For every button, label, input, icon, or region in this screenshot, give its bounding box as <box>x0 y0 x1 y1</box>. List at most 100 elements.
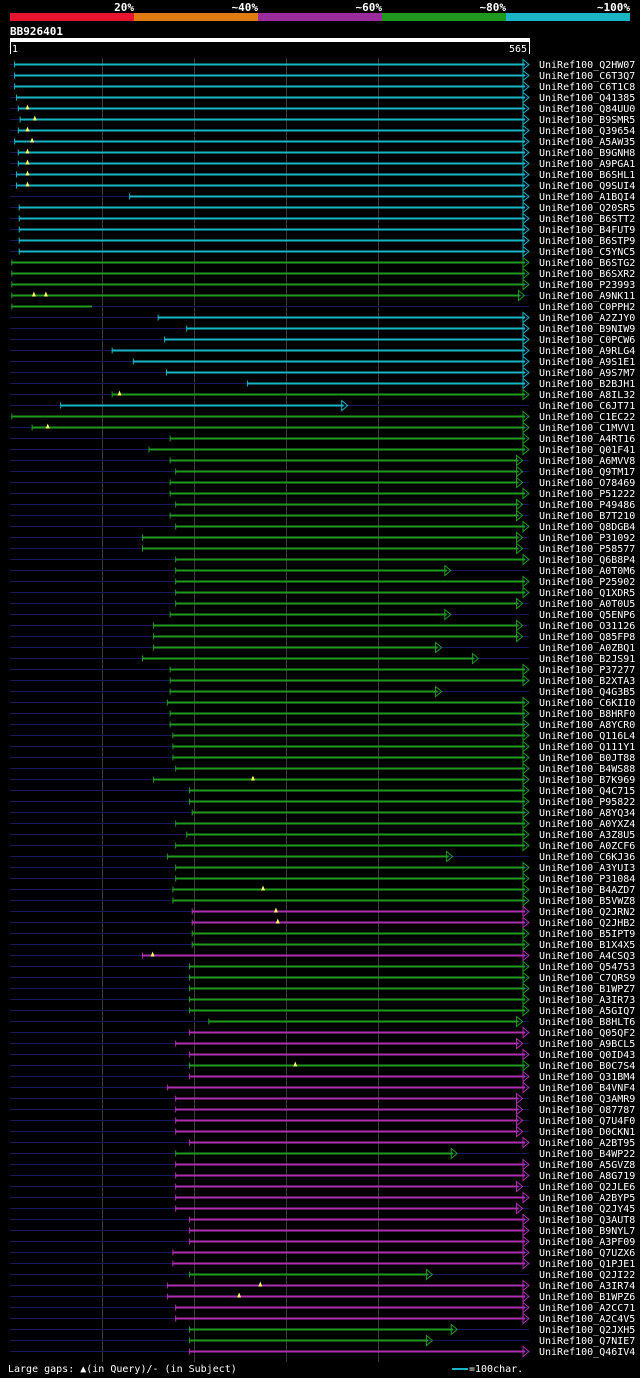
hit-end-arrow <box>444 564 452 577</box>
hit-row: UniRef100_Q1PJE1 <box>10 1257 635 1270</box>
legend-band-5 <box>506 13 630 21</box>
hit-row: UniRef100_A5AW35 <box>10 135 635 148</box>
hit-label: UniRef100_A0T0M6 <box>539 566 635 577</box>
hit-label: UniRef100_B6STG2 <box>539 258 635 269</box>
hit-row: UniRef100_A6MVV8 <box>10 454 635 467</box>
hit-end-arrow <box>522 916 530 929</box>
hit-label: UniRef100_A0T0U5 <box>539 599 635 610</box>
hit-label: UniRef100_A8G719 <box>539 1171 635 1182</box>
query-gap-marker <box>258 1281 263 1287</box>
hit-label: UniRef100_B2BJH1 <box>539 379 635 390</box>
hit-end-arrow <box>522 146 530 159</box>
hit-rows: UniRef100_Q2HW07UniRef100_C6T3Q7UniRef10… <box>10 58 635 1358</box>
legend-label-4: ~80% <box>480 1 507 14</box>
hit-end-arrow <box>522 443 530 456</box>
query-start-label: 1 <box>12 44 18 55</box>
hit-end-arrow <box>522 223 530 236</box>
hit-row: UniRef100_C6T1C8 <box>10 80 635 93</box>
hit-end-arrow <box>522 707 530 720</box>
hit-end-arrow <box>522 553 530 566</box>
hit-end-arrow <box>516 619 524 632</box>
query-gap-marker <box>117 390 122 396</box>
hit-row: UniRef100_B4WS88 <box>10 762 635 775</box>
hit-end-arrow <box>522 278 530 291</box>
query-gap-marker <box>31 291 36 297</box>
hit-label: UniRef100_A6MVV8 <box>539 456 635 467</box>
hit-end-arrow <box>522 124 530 137</box>
hit-row: UniRef100_P51222 <box>10 487 635 500</box>
hit-row: UniRef100_P31092 <box>10 531 635 544</box>
hit-end-arrow <box>522 1279 530 1292</box>
hit-row: UniRef100_A9PGA1 <box>10 157 635 170</box>
hit-label: UniRef100_P23993 <box>539 280 635 291</box>
hit-end-arrow <box>522 740 530 753</box>
hit-row: UniRef100_P95822 <box>10 795 635 808</box>
hit-end-arrow <box>522 1059 530 1072</box>
hit-label: UniRef100_Q2JRN2 <box>539 907 635 918</box>
hit-row: UniRef100_B8HLT6 <box>10 1015 635 1028</box>
hit-row: UniRef100_Q9SUI4 <box>10 179 635 192</box>
hit-end-arrow <box>522 971 530 984</box>
hit-label: UniRef100_Q0ID43 <box>539 1050 635 1061</box>
hit-label: UniRef100_A9S1E1 <box>539 357 635 368</box>
hit-row: UniRef100_A3IR74 <box>10 1279 635 1292</box>
hit-row: UniRef100_Q0ID43 <box>10 1048 635 1061</box>
hit-label: UniRef100_B0JT88 <box>539 753 635 764</box>
query-id: BB926401 <box>10 25 63 38</box>
hit-row: UniRef100_Q05QF2 <box>10 1026 635 1039</box>
hit-end-arrow <box>522 58 530 71</box>
hit-label: UniRef100_A3PF09 <box>539 1237 635 1248</box>
query-gap-marker <box>237 1292 242 1298</box>
hit-label: UniRef100_A9PGA1 <box>539 159 635 170</box>
hit-end-arrow <box>522 113 530 126</box>
hit-end-arrow <box>522 487 530 500</box>
hit-row: UniRef100_B6STT2 <box>10 212 635 225</box>
hit-end-arrow <box>522 102 530 115</box>
hit-row: UniRef100_Q2JLE6 <box>10 1180 635 1193</box>
hit-end-arrow <box>522 377 530 390</box>
hit-label: UniRef100_P25902 <box>539 577 635 588</box>
hit-row: UniRef100_Q6B8P4 <box>10 553 635 566</box>
hit-end-arrow <box>522 1158 530 1171</box>
hit-end-arrow <box>522 949 530 962</box>
hit-row: UniRef100_A0T0U5 <box>10 597 635 610</box>
hit-row: UniRef100_D0CKN1 <box>10 1125 635 1138</box>
hit-label: UniRef100_P31092 <box>539 533 635 544</box>
hit-label: UniRef100_A5AW35 <box>539 137 635 148</box>
hit-row: UniRef100_Q4G3B5 <box>10 685 635 698</box>
hit-end-arrow <box>516 542 524 555</box>
hit-label: UniRef100_C6T1C8 <box>539 82 635 93</box>
hit-label: UniRef100_A8IL32 <box>539 390 635 401</box>
hit-label: UniRef100_A8YCR0 <box>539 720 635 731</box>
hit-end-arrow <box>522 432 530 445</box>
hit-row: UniRef100_A2BT95 <box>10 1136 635 1149</box>
hit-label: UniRef100_A9S7M7 <box>539 368 635 379</box>
hit-end-arrow <box>522 960 530 973</box>
hit-label: UniRef100_A4CSQ3 <box>539 951 635 962</box>
hit-end-arrow <box>516 1202 524 1215</box>
hit-end-arrow <box>435 685 443 698</box>
hit-row: UniRef100_C0PCW6 <box>10 333 635 346</box>
hit-label: UniRef100_B9NYL7 <box>539 1226 635 1237</box>
hit-label: UniRef100_B4WP22 <box>539 1149 635 1160</box>
hit-row: UniRef100_A4CSQ3 <box>10 949 635 962</box>
hit-row: UniRef100_C5YNC5 <box>10 245 635 258</box>
hit-row: UniRef100_Q01F41 <box>10 443 635 456</box>
hit-label: UniRef100_A9NK11 <box>539 291 635 302</box>
identity-color-legend: 20% ~40% ~60% ~80% ~100% <box>10 1 630 21</box>
query-gap-marker <box>43 291 48 297</box>
hit-label: UniRef100_A3IR74 <box>539 1281 635 1292</box>
hit-end-arrow <box>516 1092 524 1105</box>
hit-end-arrow <box>450 1323 459 1336</box>
hit-label: UniRef100_B4FUT9 <box>539 225 635 236</box>
hit-row: UniRef100_Q2HW07 <box>10 58 635 71</box>
query-end-label: 565 <box>509 44 527 55</box>
hit-label: UniRef100_B6STT2 <box>539 214 635 225</box>
hit-label: UniRef100_B5IPT9 <box>539 929 635 940</box>
hit-end-arrow <box>522 729 530 742</box>
hit-end-arrow <box>522 1345 530 1358</box>
hit-end-arrow <box>516 498 524 511</box>
hit-row: UniRef100_B0C7S4 <box>10 1059 635 1072</box>
hit-end-arrow <box>516 1015 524 1028</box>
